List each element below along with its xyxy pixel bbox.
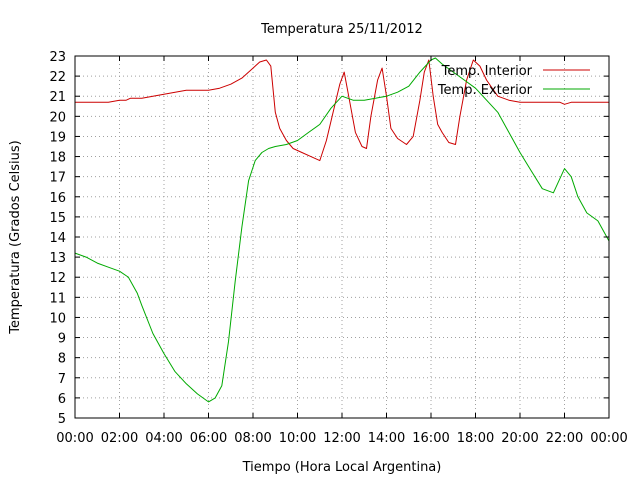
y-tick-label: 19 — [49, 130, 66, 145]
y-tick-label: 9 — [58, 332, 66, 347]
y-tick-label: 8 — [58, 352, 66, 367]
y-tick-label: 16 — [49, 191, 66, 206]
x-tick-label: 14:00 — [368, 431, 405, 446]
y-axis-label: Temperatura (Grados Celsius) — [8, 140, 23, 334]
y-tick-label: 6 — [58, 392, 66, 407]
x-tick-label: 16:00 — [412, 431, 449, 446]
series-layer — [74, 57, 610, 403]
y-tick-label: 21 — [49, 90, 66, 105]
y-tick-label: 7 — [58, 372, 66, 387]
chart-title: Temperatura 25/11/2012 — [260, 22, 423, 37]
y-tick-label: 15 — [49, 211, 66, 226]
y-tick-label: 20 — [49, 110, 66, 125]
series-line-interior — [75, 59, 609, 162]
y-tick-label: 11 — [49, 291, 66, 306]
x-tick-label: 04:00 — [145, 431, 182, 446]
x-tick-label: 20:00 — [501, 431, 538, 446]
series-line-exterior — [74, 57, 610, 403]
x-tick-label: 06:00 — [190, 431, 227, 446]
grid-layer — [75, 56, 609, 418]
y-tick-label: 14 — [49, 231, 66, 246]
x-tick-label: 10:00 — [279, 431, 316, 446]
x-tick-label: 00:00 — [56, 431, 93, 446]
legend-label: Temp. Exterior — [437, 83, 533, 98]
y-tick-label: 22 — [49, 70, 66, 85]
x-tick-label: 08:00 — [234, 431, 271, 446]
x-tick-label: 12:00 — [323, 431, 360, 446]
x-tick-label: 00:00 — [590, 431, 627, 446]
ticks-layer: 5 6 7 8 9 10 11 12 13 14 15 16 17 18 19 20 21 22 23 00:00 02… — [49, 50, 627, 446]
y-tick-label: 18 — [49, 151, 66, 166]
y-tick-label: 17 — [49, 171, 66, 186]
x-axis-label: Tiempo (Hora Local Argentina) — [242, 460, 442, 475]
y-tick-label: 13 — [49, 251, 66, 266]
x-tick-label: 22:00 — [546, 431, 583, 446]
y-tick-label: 12 — [49, 271, 66, 286]
y-tick-label: 23 — [49, 50, 66, 65]
legend-label: Temp. Interior — [441, 64, 533, 79]
x-tick-label: 18:00 — [457, 431, 494, 446]
y-tick-label: 5 — [58, 412, 66, 427]
x-tick-label: 02:00 — [101, 431, 138, 446]
legend: Temp. Interior Temp. Exterior — [437, 64, 590, 98]
y-tick-label: 10 — [49, 311, 66, 326]
